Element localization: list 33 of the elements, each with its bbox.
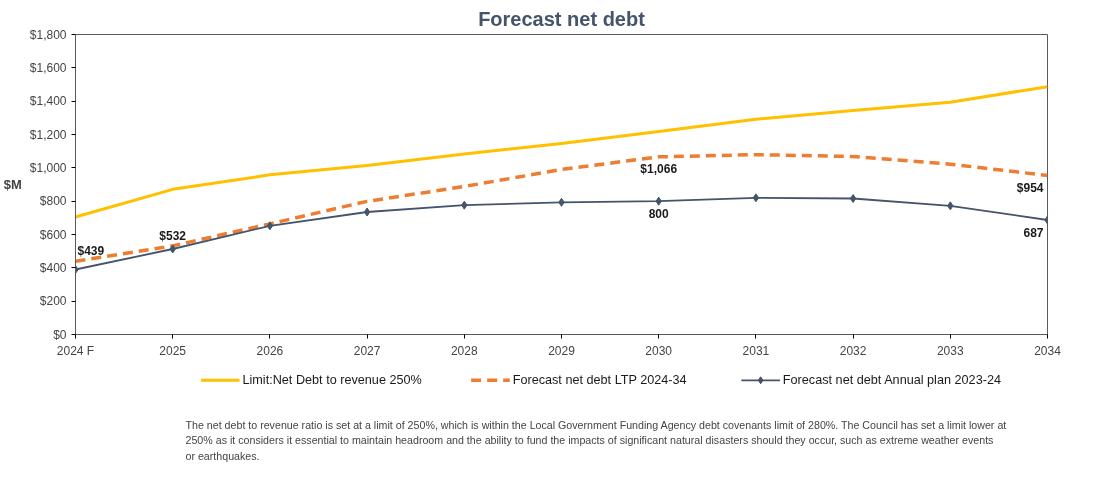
y-tick-label: $200 [39, 294, 67, 309]
y-tick-label: $1,400 [29, 94, 67, 109]
text: The net debt to revenue ratio is set at a limit of 250%, which is within the Local Government Funding Agency debt covenants limit of 280%. The Council has set a limit lower at 250% as it considers it essential to maintain headroom and the ability to fund the impacts of significant natural disasters should they occur, such as extreme weather events or earthquakes. [185, 418, 1007, 462]
y-axis-title: $M [3, 177, 22, 192]
x-tick-label: 2026 [256, 343, 284, 358]
x-tick-label: 2024 F [56, 343, 95, 358]
data-label: $954 [1016, 180, 1044, 195]
x-tick-label: 2029 [548, 343, 576, 358]
y-tick-label: $1,600 [29, 60, 67, 75]
x-tick-label: 2033 [936, 343, 964, 358]
data-label: $439 [77, 244, 105, 259]
x-tick-label: 2025 [159, 343, 187, 358]
data-label: $532 [159, 228, 187, 243]
data-label: $1,066 [640, 161, 678, 176]
x-tick-label: 2027 [353, 343, 381, 358]
y-tick-label: $1,800 [29, 27, 67, 42]
legend-label: Forecast net debt LTP 2024-34 [512, 373, 687, 388]
data-label: 800 [648, 206, 670, 221]
x-tick-label: 2032 [839, 343, 867, 358]
y-tick-label: $400 [39, 260, 67, 275]
data-label: 687 [1023, 225, 1044, 240]
y-tick-label: $600 [39, 227, 67, 242]
x-tick-label: 2034 [1034, 343, 1062, 358]
x-tick-label: 2028 [450, 343, 478, 358]
legend-label: Limit:Net Debt to revenue 250% [242, 373, 422, 388]
y-tick-label: $0 [53, 327, 67, 342]
chart-title: Forecast net debt [478, 7, 646, 30]
y-tick-label: $1,000 [29, 160, 67, 175]
x-tick-label: 2031 [742, 343, 770, 358]
y-tick-label: $800 [39, 194, 67, 209]
legend-label: Forecast net debt Annual plan 2023-24 [782, 373, 1001, 388]
y-tick-label: $1,200 [29, 127, 67, 142]
x-tick-label: 2030 [645, 343, 673, 358]
